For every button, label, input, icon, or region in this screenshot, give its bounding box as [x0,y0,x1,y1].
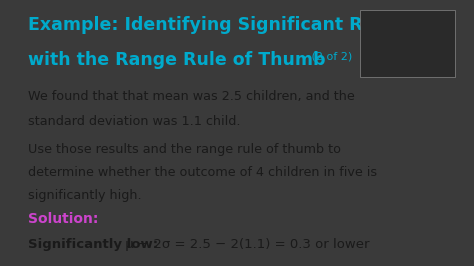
Text: Example: Identifying Significant Results: Example: Identifying Significant Results [27,15,421,34]
Text: Use those results and the range rule of thumb to: Use those results and the range rule of … [27,143,341,156]
Text: standard deviation was 1.1 child.: standard deviation was 1.1 child. [27,115,240,128]
Text: (2 of 2): (2 of 2) [308,51,352,61]
Text: Significantly low:: Significantly low: [27,238,158,251]
Text: with the Range Rule of Thumb: with the Range Rule of Thumb [27,51,325,69]
Text: μ − 2σ = 2.5 − 2(1.1) = 0.3 or lower: μ − 2σ = 2.5 − 2(1.1) = 0.3 or lower [121,238,369,251]
Text: Solution:: Solution: [27,212,98,226]
Text: determine whether the outcome of 4 children in five is: determine whether the outcome of 4 child… [27,166,377,179]
Text: We found that that mean was 2.5 children, and the: We found that that mean was 2.5 children… [27,90,355,103]
FancyBboxPatch shape [360,10,456,77]
Text: significantly high.: significantly high. [27,189,141,202]
